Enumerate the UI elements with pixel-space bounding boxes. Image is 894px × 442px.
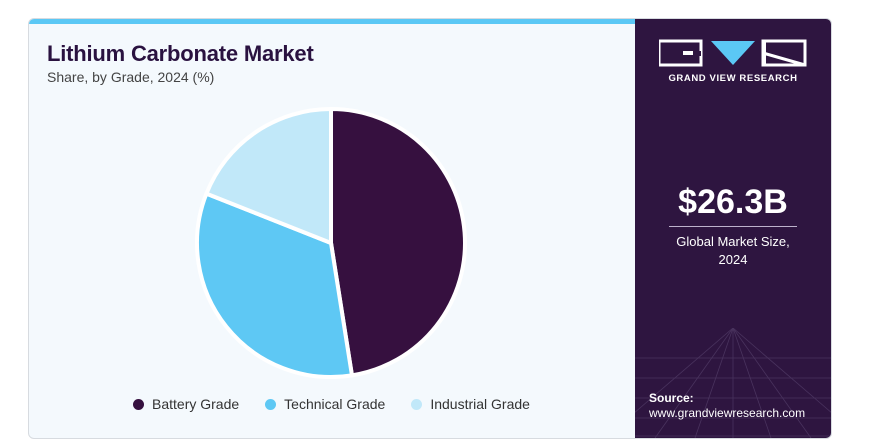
pie-slice-industrial-grade <box>204 107 333 245</box>
legend-item-industrial: Industrial Grade <box>411 396 530 412</box>
source-label: Source: <box>649 391 694 405</box>
market-size-label-line1: Global Market Size, <box>676 234 790 249</box>
chart-title: Lithium Carbonate Market <box>47 41 314 66</box>
grand-view-research-logo <box>659 39 807 67</box>
source-note: Source: www.grandviewresearch.com <box>649 391 805 421</box>
brand-name: GRAND VIEW RESEARCH <box>668 73 798 84</box>
legend: Battery Grade Technical Grade Industrial… <box>133 396 556 412</box>
chart-subtitle: Share, by Grade, 2024 (%) <box>47 69 215 85</box>
chart-panel: Lithium Carbonate Market Share, by Grade… <box>29 19 635 438</box>
legend-swatch-battery <box>133 398 144 410</box>
legend-item-battery: Battery Grade <box>133 396 239 412</box>
legend-swatch-industrial <box>411 398 423 410</box>
legend-label-technical: Technical Grade <box>284 396 386 412</box>
pie-slice-battery-grade <box>329 107 467 378</box>
pie-svg <box>195 107 467 379</box>
pie-slice-technical-grade <box>195 191 354 379</box>
source-url: www.grandviewresearch.com <box>649 406 806 420</box>
decorative-grid <box>635 328 831 438</box>
divider <box>669 226 797 227</box>
market-size-value: $26.3B <box>678 183 788 221</box>
accent-bar <box>29 19 635 24</box>
market-size-label-line2: 2024 <box>718 252 748 267</box>
legend-swatch-technical <box>265 398 277 410</box>
market-size-label: Global Market Size, 2024 <box>635 233 831 269</box>
summary-panel: GRAND VIEW RESEARCH $26.3B Global Market… <box>635 19 831 438</box>
legend-label-industrial: Industrial Grade <box>430 396 530 412</box>
legend-label-battery: Battery Grade <box>152 396 240 412</box>
pie-chart <box>195 107 467 384</box>
infographic-card: Lithium Carbonate Market Share, by Grade… <box>28 18 832 439</box>
legend-item-technical: Technical Grade <box>265 396 385 412</box>
